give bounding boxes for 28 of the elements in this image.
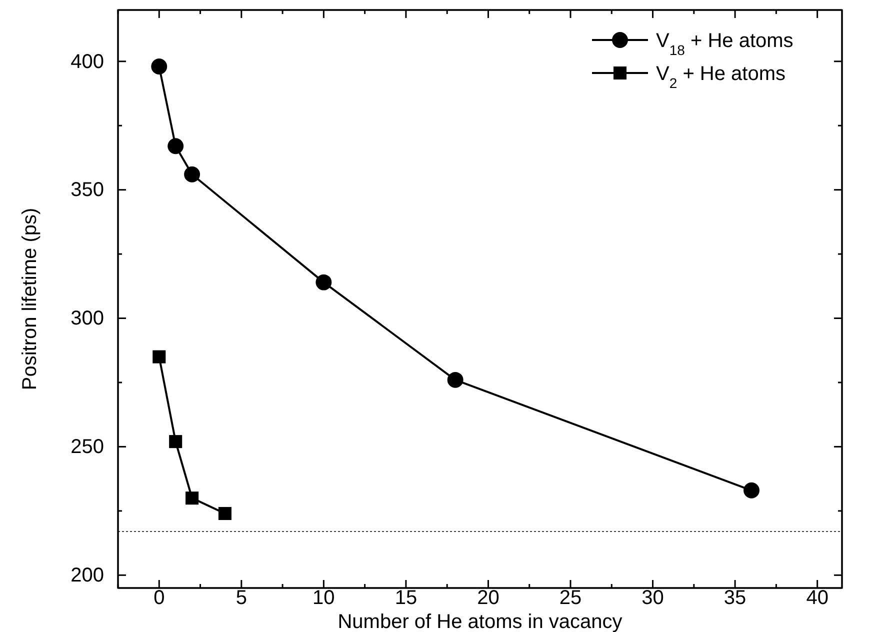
point bbox=[151, 58, 168, 74]
x-tick-label: 0 bbox=[154, 587, 165, 610]
point bbox=[316, 274, 332, 290]
point bbox=[168, 138, 184, 154]
legend-label: V$_{18}$ + He atoms bbox=[656, 30, 794, 58]
x-tick-label: 10 bbox=[312, 587, 335, 610]
x-tick-label: 15 bbox=[394, 587, 418, 610]
y-tick-label: 250 bbox=[70, 436, 104, 458]
x-tick-label: 30 bbox=[642, 587, 664, 610]
x-tick-label: 25 bbox=[559, 587, 582, 610]
y-tick-label: 350 bbox=[70, 179, 104, 202]
y-axis-title: Positron lifetime (ps) bbox=[19, 208, 41, 390]
y-tick-label: 200 bbox=[70, 564, 104, 587]
point bbox=[184, 166, 200, 182]
point bbox=[186, 492, 199, 505]
y-tick-label: 300 bbox=[70, 308, 104, 330]
x-axis-title: Number of He atoms in vacancy bbox=[338, 611, 622, 632]
legend-label: V$_{2}$ + He atoms bbox=[656, 63, 786, 91]
point bbox=[744, 482, 760, 498]
point bbox=[169, 435, 182, 448]
point bbox=[447, 372, 464, 388]
x-tick-label: 20 bbox=[477, 587, 500, 610]
point bbox=[152, 350, 166, 364]
y-tick-label: 400 bbox=[70, 50, 104, 73]
x-tick-label: 5 bbox=[236, 587, 247, 610]
point bbox=[218, 506, 232, 520]
x-tick-label: 40 bbox=[806, 587, 828, 610]
x-tick-label: 35 bbox=[724, 587, 746, 610]
